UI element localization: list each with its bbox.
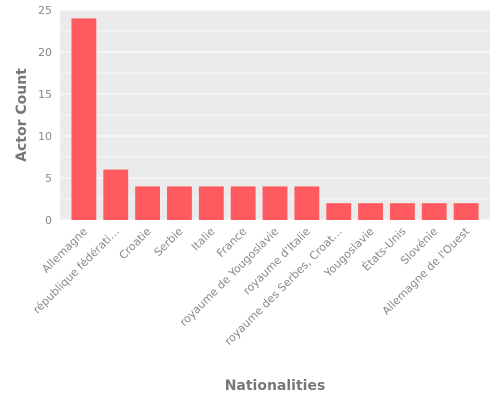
bar [230,186,256,220]
bar [135,186,161,220]
x-tick-label: Serbie [152,225,186,259]
grid-lines [60,9,490,221]
bars [71,18,479,221]
x-axis-title: Nationalities [225,378,326,394]
y-tick-label: 15 [38,88,52,101]
y-tick-label: 10 [38,130,52,143]
bar [198,186,224,220]
y-tick-label: 25 [38,4,52,17]
bar [453,203,479,220]
x-tick-label: Italie [189,225,218,254]
bar [294,186,320,220]
bar [167,186,192,220]
bar [421,203,447,220]
bar [326,203,352,220]
bar [358,203,383,220]
y-tick-label: 0 [45,214,52,227]
bar [389,203,415,220]
y-tick-label: 20 [38,46,52,59]
y-tick-label: 5 [45,172,52,185]
bar [262,186,288,220]
y-axis-ticks: 0 5 10 15 20 25 [38,4,52,227]
y-axis-title: Actor Count [14,68,30,162]
x-tick-label: royaume des Serbes, Croat… [222,225,345,348]
x-tick-label: Croatie [117,225,154,262]
bar [103,169,129,220]
bar [71,18,97,221]
